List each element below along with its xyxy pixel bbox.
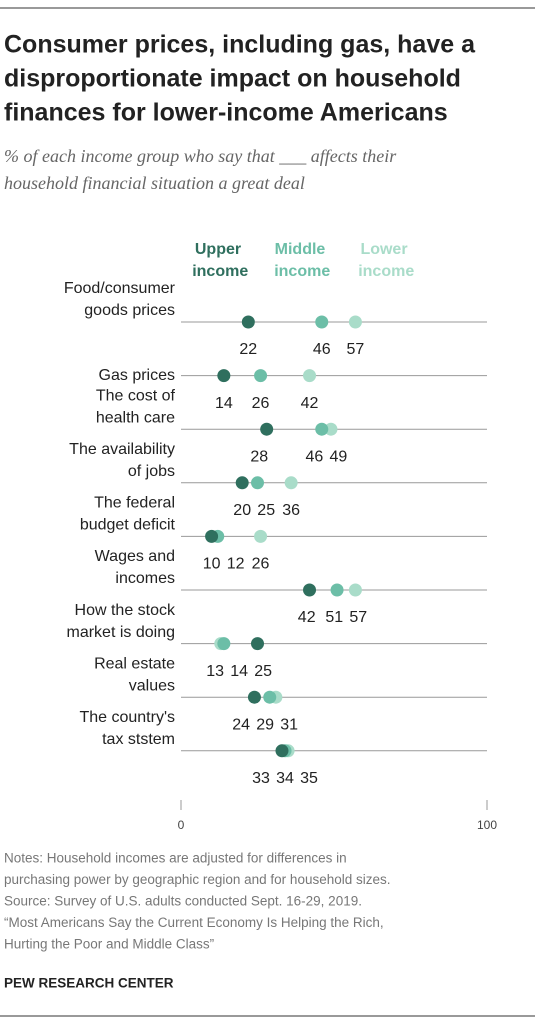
value-label: 14 [215, 395, 233, 412]
chart-subtitle: household financial situation a great de… [4, 173, 305, 193]
value-label: 13 [206, 663, 224, 680]
value-label: 20 [233, 502, 251, 519]
value-label: 22 [239, 341, 257, 358]
value-label: 25 [254, 663, 272, 680]
category-label: Real estate [94, 655, 175, 672]
note: Source: Survey of U.S. adults conducted … [4, 894, 362, 909]
value-label: 42 [301, 395, 319, 412]
dot [235, 476, 249, 490]
dot [348, 315, 362, 329]
value-label: 49 [329, 448, 347, 465]
category-label: tax ststem [102, 731, 175, 748]
dot [260, 422, 274, 436]
dot [251, 637, 264, 651]
value-label: 35 [300, 770, 318, 787]
category-label: Food/consumer [64, 280, 176, 297]
dot [303, 583, 317, 597]
dot [324, 422, 338, 436]
category-label: The country's [79, 709, 175, 726]
category-label: How the stock [75, 602, 176, 619]
dot [217, 369, 231, 383]
chart-title: disproportionate impact on household [4, 65, 461, 93]
category-label: of jobs [128, 463, 175, 480]
value-label: 12 [227, 556, 245, 573]
category-label: Gas prices [99, 367, 175, 384]
category-label: Wages and [95, 548, 175, 565]
category-label: values [129, 677, 175, 694]
legend-label: Middle income [270, 241, 331, 280]
value-label: 24 [232, 716, 250, 733]
chart-subtitle: % of each income group who say that ___ … [4, 146, 397, 166]
value-label: 26 [252, 556, 270, 573]
value-label: 57 [349, 609, 367, 626]
category-label: The cost of [96, 387, 176, 404]
category-label: budget deficit [80, 517, 176, 534]
dot [247, 690, 261, 704]
dot [303, 369, 317, 383]
value-label: 25 [257, 502, 275, 519]
value-label: 46 [305, 448, 323, 465]
value-label: 14 [230, 663, 248, 680]
category-label: The availability [69, 441, 175, 458]
dot [263, 690, 277, 704]
value-label: 46 [313, 341, 331, 358]
note: Notes: Household incomes are adjusted fo… [4, 851, 347, 866]
category-label: market is doing [67, 624, 176, 641]
value-label: 26 [252, 395, 270, 412]
note: purchasing power by geographic region an… [4, 872, 391, 887]
category-label: health care [96, 409, 175, 426]
chart-title: finances for lower-income Americans [4, 99, 448, 127]
dot [254, 529, 268, 543]
dot [254, 369, 268, 383]
value-label: 28 [250, 448, 268, 465]
x-tick-label: 100 [477, 818, 497, 832]
dot [348, 583, 362, 597]
value-label: 36 [282, 502, 300, 519]
legend-label: Upper income [188, 241, 249, 280]
x-tick-label: 0 [178, 818, 185, 832]
category-label: incomes [115, 570, 175, 587]
dot [315, 315, 329, 329]
footer: PEW RESEARCH CENTER [4, 976, 174, 991]
value-label: 29 [256, 716, 274, 733]
dot [251, 476, 264, 490]
dot [315, 422, 329, 436]
category-label: goods prices [84, 302, 175, 319]
dot [330, 583, 344, 597]
chart-title: Consumer prices, including gas, have a [4, 31, 476, 59]
value-label: 57 [347, 341, 365, 358]
value-label: 31 [280, 716, 298, 733]
note: Hurting the Poor and Middle Class” [4, 937, 214, 952]
value-label: 42 [298, 609, 316, 626]
value-label: 33 [252, 770, 270, 787]
value-label: 34 [276, 770, 294, 787]
value-label: 10 [203, 556, 221, 573]
dot [205, 529, 219, 543]
dot [275, 744, 289, 758]
dot [217, 637, 231, 651]
note: “Most Americans Say the Current Economy … [4, 915, 384, 930]
dot [284, 476, 298, 490]
dot [241, 315, 255, 329]
value-label: 51 [325, 609, 343, 626]
legend-label: Lower income [354, 241, 415, 280]
category-label: The federal [94, 495, 175, 512]
